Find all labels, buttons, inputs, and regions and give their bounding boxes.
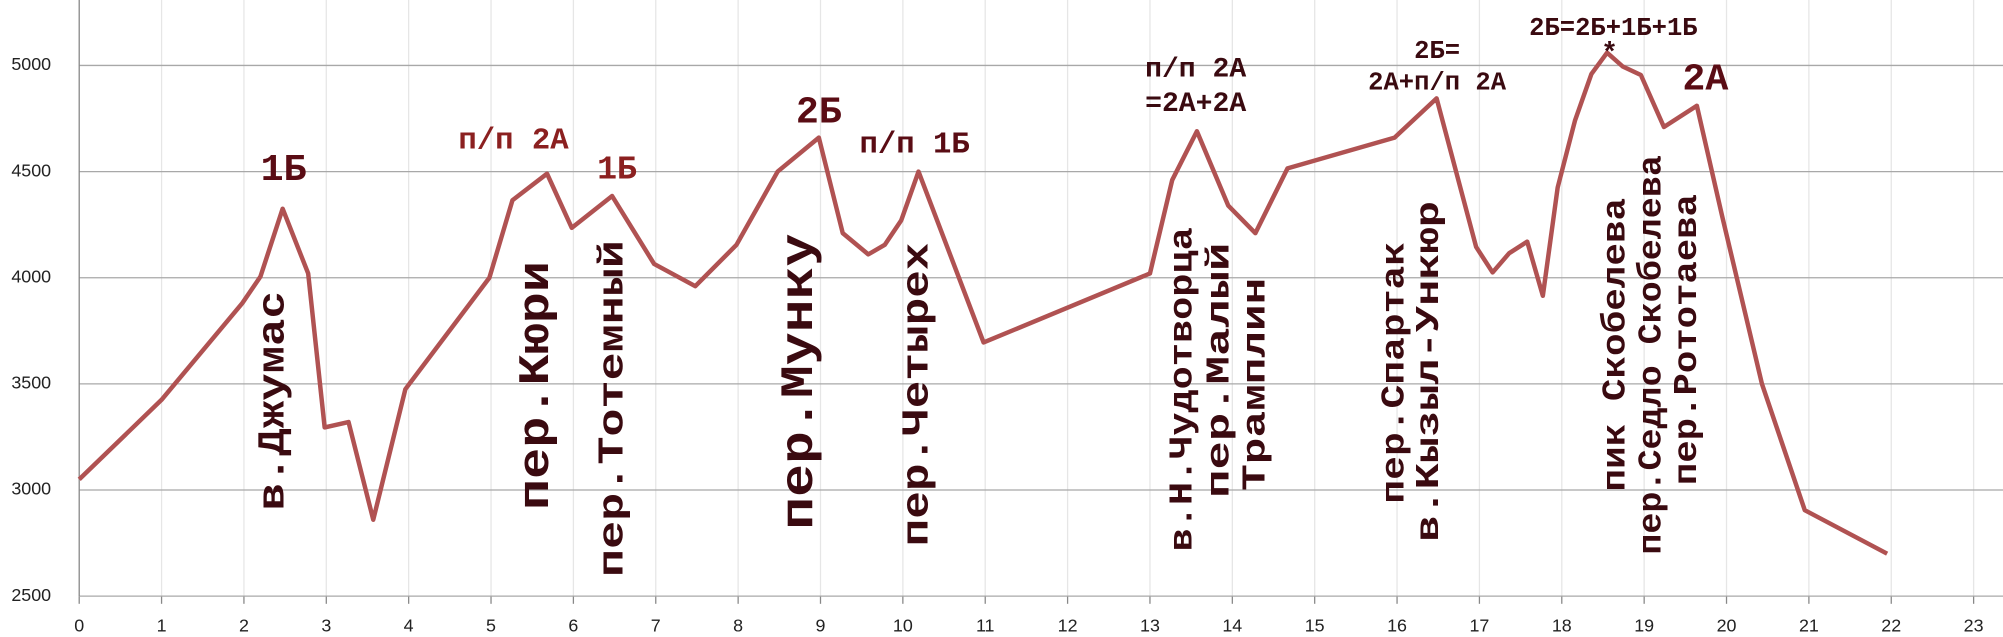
x-tick-label: 22 bbox=[1881, 616, 1901, 636]
grade-label: п/п 2А bbox=[458, 124, 569, 159]
y-tick-label: 3000 bbox=[11, 479, 51, 499]
grade-label: 1Б bbox=[261, 148, 307, 192]
x-tick-label: 12 bbox=[1058, 616, 1078, 636]
x-tick-label: 2 bbox=[239, 616, 249, 636]
pass-label: пер.Седло Скобелева bbox=[1632, 155, 1670, 555]
y-tick-label: 5000 bbox=[11, 54, 51, 74]
x-tick-label: 3 bbox=[321, 616, 331, 636]
x-tick-label: 14 bbox=[1222, 616, 1242, 636]
x-tick-label: 8 bbox=[733, 616, 743, 636]
grade-label: 2Б= bbox=[1414, 37, 1460, 66]
pass-label: в.Джумас bbox=[251, 291, 295, 511]
y-tick-label: 4500 bbox=[11, 160, 51, 180]
elevation-line bbox=[77, 50, 1889, 556]
x-tick-label: 10 bbox=[893, 616, 913, 636]
pass-label: пер.Спартак bbox=[1376, 242, 1414, 504]
grade-label: 2А bbox=[1682, 57, 1728, 101]
grade-label: п/п 2А bbox=[1145, 54, 1246, 85]
grade-label: 2А+п/п 2А bbox=[1368, 69, 1507, 98]
x-tick-label: 18 bbox=[1552, 616, 1572, 636]
x-tick-label: 5 bbox=[486, 616, 496, 636]
y-tick-label: 4000 bbox=[11, 266, 51, 286]
pass-label: пер.Мунку bbox=[774, 234, 826, 530]
x-tick-label: 16 bbox=[1387, 616, 1407, 636]
x-tick-label: 9 bbox=[816, 616, 826, 636]
grade-label: * bbox=[1601, 39, 1618, 70]
y-tick-label: 2500 bbox=[11, 585, 51, 605]
x-tick-label: 6 bbox=[568, 616, 578, 636]
pass-label: пер.Рототаева bbox=[1668, 194, 1706, 485]
x-tick-label: 1 bbox=[157, 616, 167, 636]
pass-label: пер.Четырех bbox=[895, 243, 939, 547]
grade-label: 2Б bbox=[796, 90, 842, 134]
x-tick-label: 0 bbox=[74, 616, 84, 636]
x-tick-label: 20 bbox=[1717, 616, 1737, 636]
grade-label: =2А+2А bbox=[1145, 89, 1246, 120]
pass-label: пер.Малый bbox=[1201, 243, 1239, 498]
x-tick-label: 11 bbox=[976, 616, 995, 636]
pass-label: в.Кызыл-Ункюр bbox=[1410, 201, 1448, 542]
x-tick-label: 19 bbox=[1634, 616, 1654, 636]
y-tick-label: 3500 bbox=[11, 373, 51, 393]
pass-label: пик Скобелева bbox=[1597, 198, 1635, 492]
grade-label: 2Б=2Б+1Б+1Б bbox=[1529, 14, 1697, 43]
x-tick-label: 4 bbox=[404, 616, 414, 636]
x-tick-label: 13 bbox=[1140, 616, 1160, 636]
pass-label: пер.Кюри bbox=[513, 261, 562, 510]
pass-label: пер.Тотемный bbox=[593, 240, 634, 577]
x-tick-label: 23 bbox=[1964, 616, 1984, 636]
pass-label: Трамплин bbox=[1236, 278, 1274, 491]
x-tick-label: 21 bbox=[1799, 616, 1819, 636]
x-tick-label: 17 bbox=[1469, 616, 1489, 636]
x-tick-label: 15 bbox=[1305, 616, 1325, 636]
grade-label: 1Б bbox=[597, 151, 637, 189]
x-tick-label: 7 bbox=[651, 616, 661, 636]
pass-label: в.Н.Чудотворца bbox=[1164, 227, 1202, 551]
grade-label: п/п 1Б bbox=[859, 127, 969, 162]
